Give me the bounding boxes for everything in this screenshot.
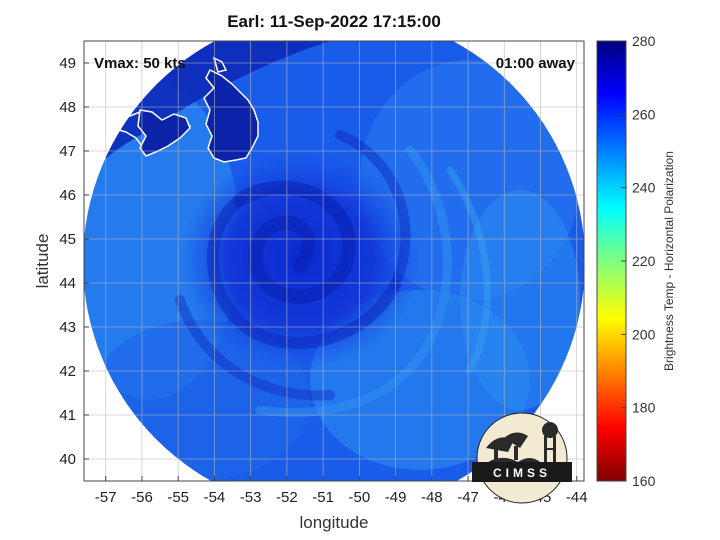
spiral-bands (175, 130, 491, 417)
axes-frame (83, 40, 585, 482)
x-tick-label: -47 (457, 489, 479, 506)
map-title: Earl: 11-Sep-2022 17:15:00 (227, 12, 441, 31)
colorbar-tick-label: 160 (632, 473, 656, 489)
logo-text: CIMSS (493, 466, 551, 480)
y-tick-label: 42 (59, 363, 76, 380)
y-tick-label: 40 (59, 451, 76, 468)
x-tick-label: -54 (204, 489, 226, 506)
y-tick-label: 44 (59, 275, 76, 292)
x-tick-label: -51 (312, 489, 334, 506)
map-grid (84, 41, 584, 481)
coastline (84, 41, 259, 163)
x-axis-label: longitude (299, 513, 368, 532)
y-tick-label: 47 (59, 143, 76, 160)
x-tick-label: -49 (385, 489, 407, 506)
y-tick-label: 49 (59, 55, 76, 72)
colorbar-label: Brightness Temp - Horizontal Polarizatio… (662, 151, 676, 371)
colorbar-tick-label: 200 (632, 326, 656, 342)
y-tick-label: 48 (59, 99, 76, 116)
cimss-logo: CIMSS (472, 412, 572, 504)
colorbar: 160 180 200 220 240 260 280 Brightness Temp - … (596, 33, 676, 489)
colorbar-ticks: 160 180 200 220 240 260 280 (621, 33, 656, 489)
colorbar-tick-label: 260 (632, 106, 656, 122)
vmax-annotation: Vmax: 50 kts (94, 55, 186, 72)
x-tick-label: -53 (240, 489, 262, 506)
x-tick-label: -48 (421, 489, 443, 506)
x-tick-label: -52 (276, 489, 298, 506)
x-tick-label: -50 (349, 489, 371, 506)
x-tick-label: -55 (167, 489, 189, 506)
colorbar-tick-label: 220 (632, 253, 656, 269)
y-axis-ticks: 40 41 42 43 44 45 46 47 48 49 (59, 55, 89, 468)
y-tick-label: 41 (59, 407, 76, 424)
time-away-annotation: 01:00 away (496, 55, 576, 72)
y-axis-label: latitude (33, 234, 52, 289)
colorbar-tick-label: 180 (632, 400, 656, 416)
water-tower-icon (542, 422, 558, 466)
x-tick-label: -56 (131, 489, 153, 506)
y-tick-label: 45 (59, 231, 76, 248)
x-tick-label: -57 (95, 489, 117, 506)
y-tick-label: 43 (59, 319, 76, 336)
colorbar-tick-label: 280 (632, 33, 656, 49)
x-tick-label: -44 (566, 489, 588, 506)
colorbar-tick-label: 240 (632, 180, 656, 196)
y-tick-label: 46 (59, 187, 76, 204)
